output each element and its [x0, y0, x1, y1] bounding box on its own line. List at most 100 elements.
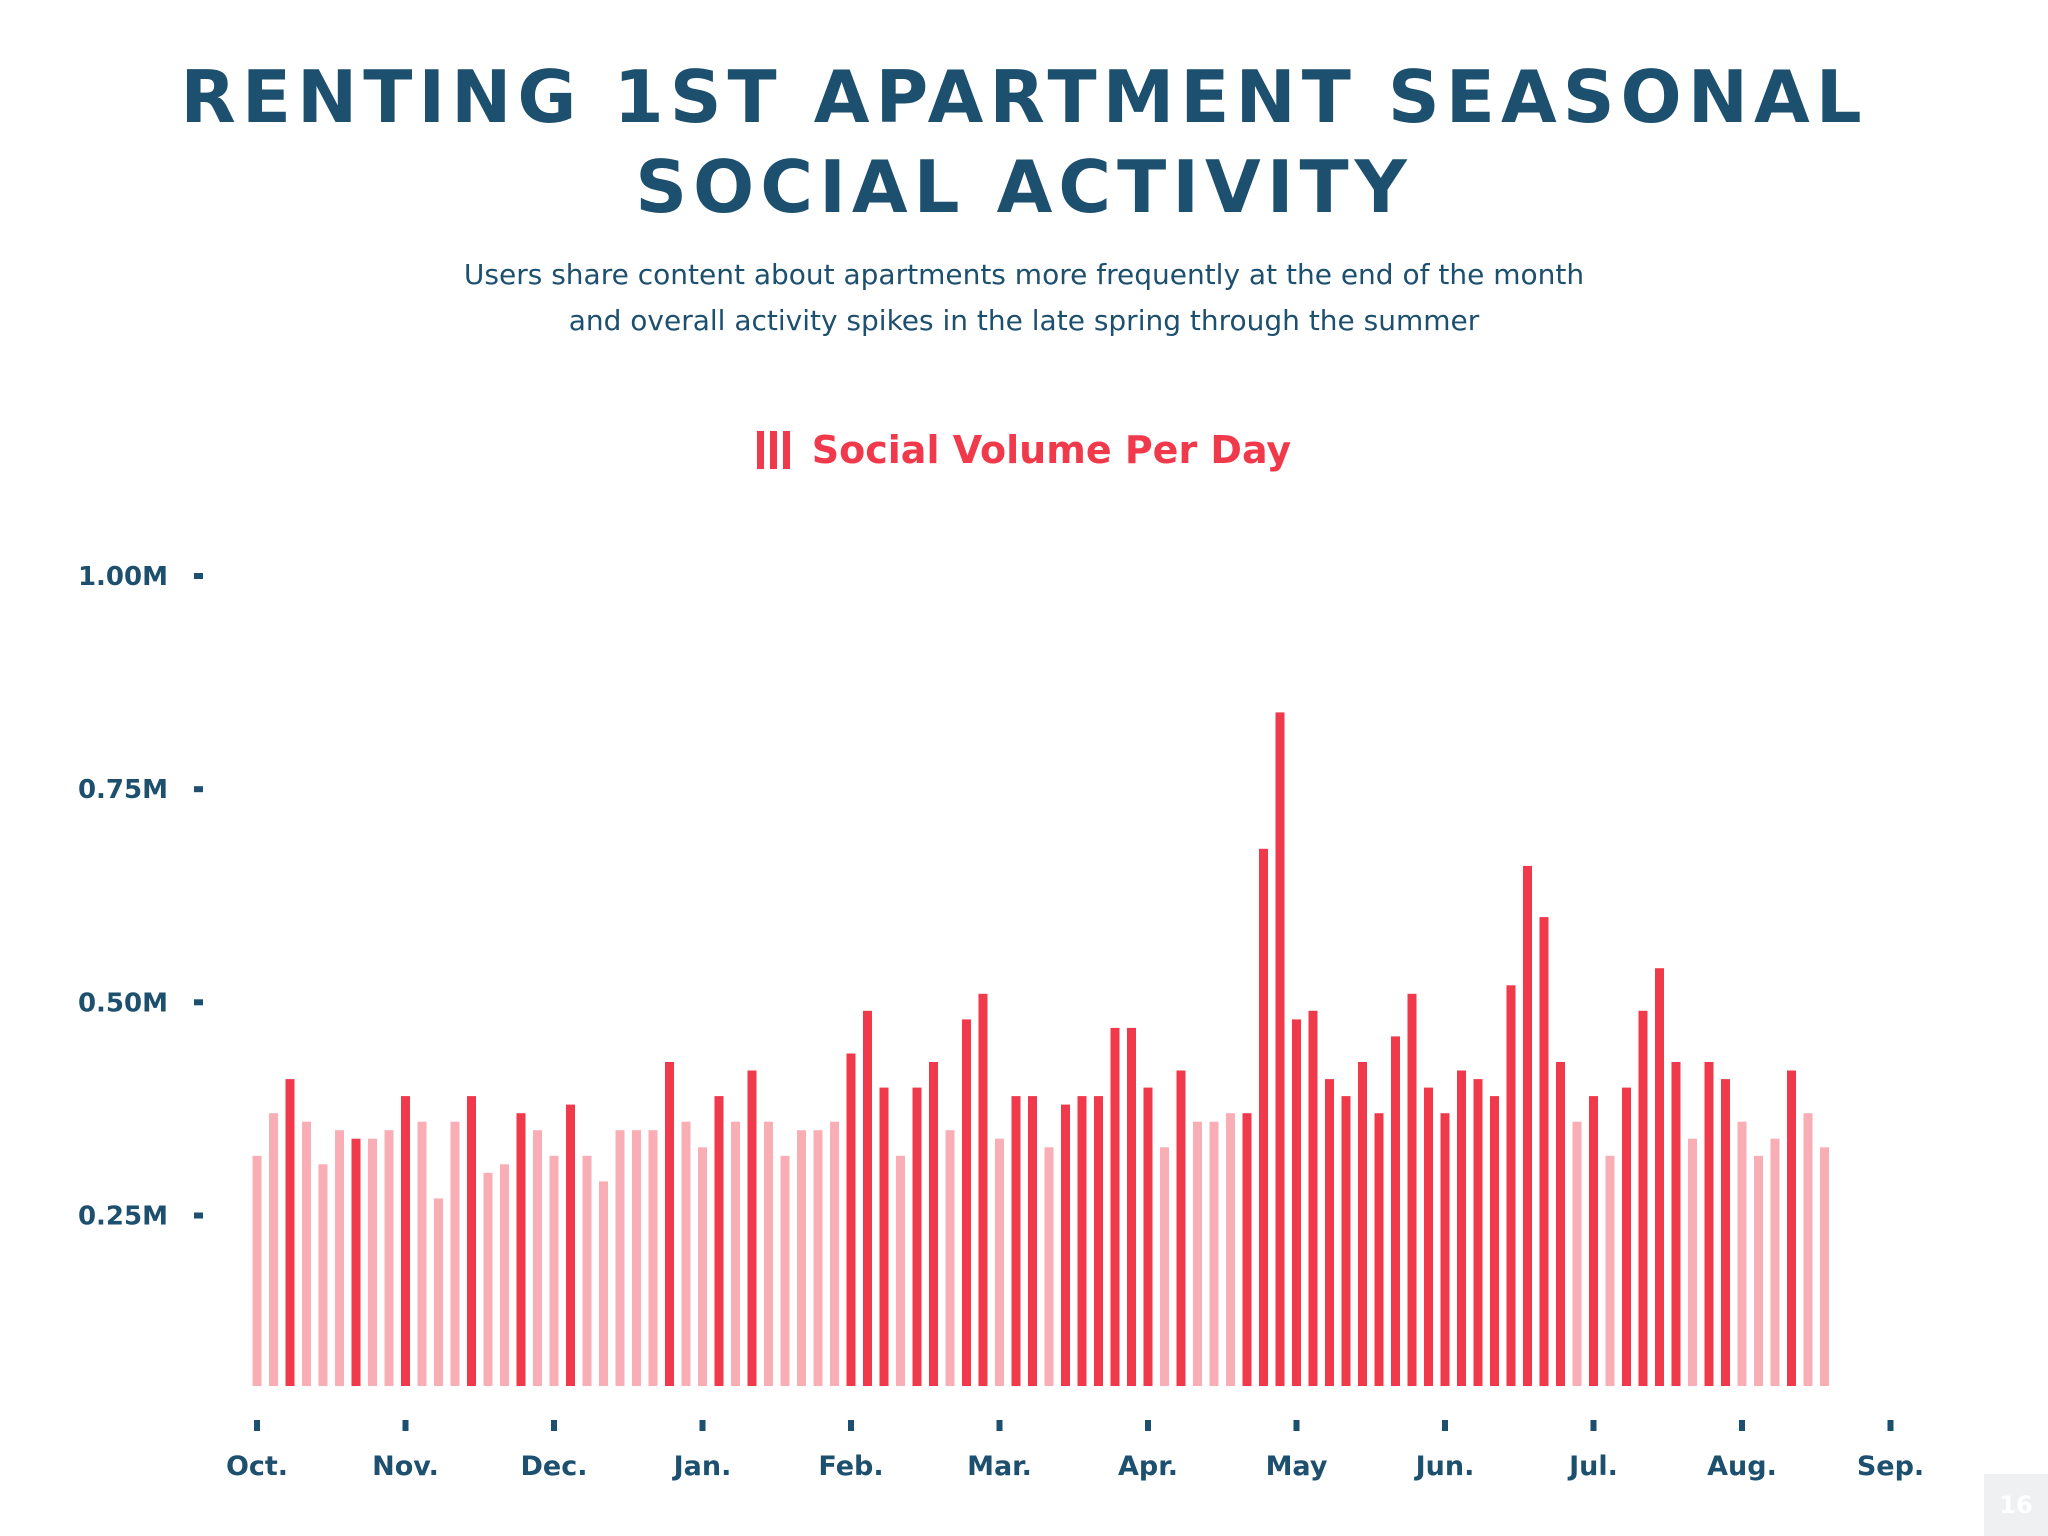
bar-day-50 [1061, 1104, 1070, 1386]
bar-day-84 [1622, 1087, 1631, 1386]
bar-day-45 [978, 993, 988, 1386]
bar-day-7 [351, 1138, 361, 1386]
bar-day-39 [879, 1087, 889, 1386]
bar-day-64 [1292, 1019, 1301, 1386]
bar-day-17 [516, 1113, 526, 1386]
x-tick-mark-8 [1293, 1420, 1300, 1431]
bar-day-16 [500, 1164, 509, 1386]
bar-day-57 [1176, 1070, 1186, 1386]
bar-day-29 [714, 1096, 724, 1386]
bar-day-18 [533, 1130, 542, 1386]
bar-day-66 [1325, 1079, 1334, 1386]
bar-day-28 [698, 1147, 707, 1386]
bar-day-73 [1440, 1113, 1450, 1386]
bar-day-80 [1556, 1062, 1565, 1386]
bar-day-96 [1820, 1147, 1829, 1386]
bar-day-43 [945, 1130, 955, 1386]
bar-day-19 [549, 1155, 559, 1386]
bar-day-8 [368, 1138, 377, 1386]
bar-day-49 [1044, 1147, 1054, 1386]
bar-day-81 [1572, 1121, 1582, 1386]
x-tick-label-3: Dec. [521, 1451, 588, 1482]
bar-day-42 [929, 1062, 938, 1386]
bar-day-78 [1523, 865, 1532, 1386]
x-tick-label-5: Feb. [818, 1451, 883, 1482]
bar-day-79 [1539, 917, 1549, 1386]
bar-day-36 [830, 1121, 839, 1386]
bar-day-71 [1407, 993, 1417, 1386]
bar-day-10 [401, 1096, 410, 1386]
bar-day-48 [1028, 1096, 1037, 1386]
bar-day-31 [747, 1070, 757, 1386]
bar-day-77 [1506, 985, 1516, 1386]
x-tick-mark-12 [1887, 1420, 1894, 1431]
bar-day-3 [285, 1079, 295, 1386]
bar-day-5 [318, 1164, 328, 1386]
bar-day-46 [995, 1138, 1004, 1386]
bar-day-40 [896, 1155, 905, 1386]
bar-day-26 [665, 1062, 674, 1386]
x-tick-mark-11 [1739, 1420, 1745, 1431]
bar-day-6 [335, 1130, 344, 1386]
x-tick-label-10: Jul. [1567, 1451, 1618, 1482]
y-tick-label-1: 1.00M [78, 562, 168, 592]
bar-day-55 [1143, 1087, 1153, 1386]
bar-day-56 [1160, 1147, 1169, 1386]
x-tick-label-4: Jan. [672, 1451, 732, 1482]
page-number: 16 [1984, 1474, 2048, 1536]
bar-day-25 [648, 1130, 658, 1386]
bar-day-21 [582, 1155, 592, 1386]
bar-day-74 [1457, 1070, 1466, 1386]
bar-day-63 [1275, 712, 1285, 1386]
bar-day-35 [813, 1130, 823, 1386]
bar-day-62 [1259, 848, 1268, 1386]
x-tick-label-2: Nov. [372, 1451, 439, 1482]
bar-day-20 [566, 1104, 575, 1386]
x-tick-label-8: May [1266, 1451, 1328, 1482]
page-title: RENTING 1ST APARTMENT SEASONAL SOCIAL AC… [0, 52, 2048, 232]
bar-day-15 [483, 1172, 493, 1386]
bar-day-41 [912, 1087, 922, 1386]
subtitle-line-2: and overall activity spikes in the late … [568, 304, 1480, 337]
x-tick-mark-2 [402, 1420, 409, 1431]
y-tick-label-2: 0.75M [78, 775, 168, 805]
bar-day-22 [599, 1181, 608, 1386]
x-tick-mark-4 [699, 1420, 706, 1431]
y-tick-mark-4 [194, 1212, 203, 1219]
bar-day-23 [615, 1130, 625, 1386]
bar-day-2 [269, 1113, 278, 1386]
bar-day-13 [450, 1121, 460, 1386]
x-tick-label-1: Oct. [226, 1451, 288, 1482]
bar-day-89 [1704, 1062, 1714, 1386]
bar-day-52 [1094, 1096, 1103, 1386]
x-tick-mark-1 [254, 1420, 260, 1431]
bar-day-69 [1374, 1113, 1384, 1386]
bar-day-44 [962, 1019, 971, 1386]
bar-day-59 [1209, 1121, 1219, 1386]
x-tick-mark-3 [551, 1420, 557, 1431]
x-tick-label-12: Sep. [1857, 1451, 1924, 1482]
bars-legend-icon [756, 431, 790, 469]
y-tick-mark-1 [194, 573, 203, 579]
bar-day-38 [863, 1010, 872, 1386]
bar-day-85 [1638, 1010, 1648, 1386]
x-tick-mark-10 [1590, 1420, 1597, 1431]
subtitle-line-1: Users share content about apartments mor… [463, 258, 1585, 291]
bar-day-92 [1754, 1155, 1763, 1386]
title-line-2: SOCIAL ACTIVITY [635, 145, 1413, 229]
bar-day-83 [1605, 1155, 1615, 1386]
bar-day-37 [846, 1053, 856, 1386]
x-tick-mark-6 [996, 1420, 1003, 1431]
x-tick-mark-7 [1145, 1420, 1151, 1431]
bar-day-75 [1473, 1079, 1483, 1386]
bar-day-53 [1110, 1027, 1120, 1386]
x-tick-mark-9 [1442, 1420, 1448, 1431]
bar-day-14 [467, 1096, 476, 1386]
bar-day-32 [764, 1121, 773, 1386]
bar-day-91 [1737, 1121, 1747, 1386]
bar-day-88 [1688, 1138, 1697, 1386]
x-tick-label-7: Apr. [1118, 1451, 1178, 1482]
bar-day-82 [1589, 1096, 1598, 1386]
bar-day-95 [1803, 1113, 1813, 1386]
